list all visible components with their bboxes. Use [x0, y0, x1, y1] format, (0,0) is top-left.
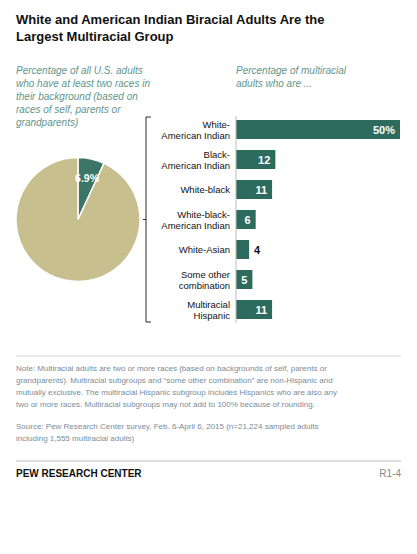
category-label: MultiracialHispanic [187, 299, 230, 321]
data-label: 11 [255, 184, 267, 196]
note: Note: Multiracial adults are two or more… [16, 364, 337, 409]
category-label: White-black [180, 184, 230, 195]
bar [236, 270, 252, 289]
bracket [143, 117, 151, 322]
pie-label: 6.9% [75, 172, 100, 184]
data-label: 5 [241, 274, 247, 286]
data-label: 11 [255, 304, 267, 316]
baseline [236, 116, 237, 323]
bracket-line [146, 322, 151, 323]
bar-labels: White-American Indian 50% Black-American I… [161, 119, 395, 321]
pie-slice [16, 158, 140, 282]
separator [16, 461, 401, 462]
category-label: White-black-American Indian [161, 209, 230, 231]
bar [236, 120, 400, 139]
bar [236, 150, 275, 169]
bar [236, 300, 272, 319]
category-label: White-Asian [179, 244, 230, 255]
bracket-line [146, 117, 151, 118]
credit-right: R1-4 [379, 468, 401, 479]
pie [16, 158, 140, 282]
bars [236, 120, 400, 319]
background [0, 0, 417, 554]
data-label: 12 [258, 154, 270, 166]
category-label: Black-American Indian [161, 149, 230, 171]
source: Source: Pew Research Center survey, Feb.… [16, 422, 318, 443]
bar [236, 240, 249, 259]
bar-subtitle: Percentage of multiracialadults who are … [236, 65, 347, 89]
chart: White and American Indian Biracial Adult… [0, 0, 417, 554]
category-label: White-American Indian [161, 119, 230, 141]
credit: PEW RESEARCH CENTER [16, 468, 142, 479]
title: White and American Indian Biracial Adult… [16, 12, 324, 44]
separator [16, 356, 401, 357]
pie-subtitle: Percentage of all U.S. adultswho have at… [16, 65, 150, 128]
bar [236, 210, 256, 229]
bracket-line [143, 219, 146, 220]
category-label: Some othercombination [179, 269, 230, 291]
data-label: 6 [245, 214, 251, 226]
data-label: 50% [373, 124, 395, 136]
bar [236, 180, 272, 199]
data-label: 4 [254, 244, 261, 256]
